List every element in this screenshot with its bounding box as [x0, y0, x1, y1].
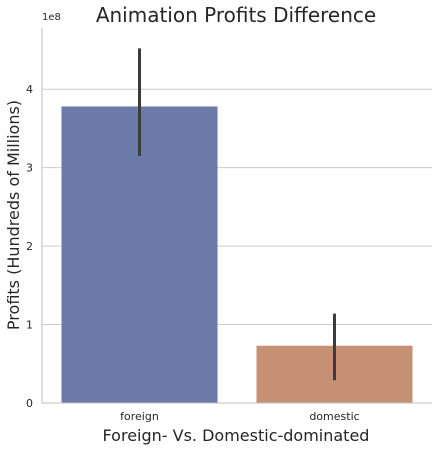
- y-tick-label-2: 2: [26, 240, 33, 253]
- x-tick-labels: foreign domestic: [120, 410, 360, 423]
- chart-title: Animation Profits Difference: [96, 3, 376, 27]
- y-tick-label-1: 1: [26, 319, 33, 332]
- y-tick-labels: 0 1 2 3 4: [26, 83, 33, 410]
- axes-spines: [41, 28, 432, 404]
- y-tick-label-4: 4: [26, 83, 33, 96]
- bars: [61, 106, 413, 404]
- y-offset-label: 1e8: [42, 12, 61, 23]
- y-tick-label-3: 3: [26, 162, 33, 175]
- x-tick-label-domestic: domestic: [309, 410, 359, 423]
- y-axis-label: Profits (Hundreds of Millions): [4, 100, 23, 330]
- error-bars: [138, 48, 336, 381]
- y-tick-label-0: 0: [26, 397, 33, 410]
- x-axis-label: Foreign- Vs. Domestic-dominated: [103, 426, 370, 445]
- x-tick-label-foreign: foreign: [120, 410, 159, 423]
